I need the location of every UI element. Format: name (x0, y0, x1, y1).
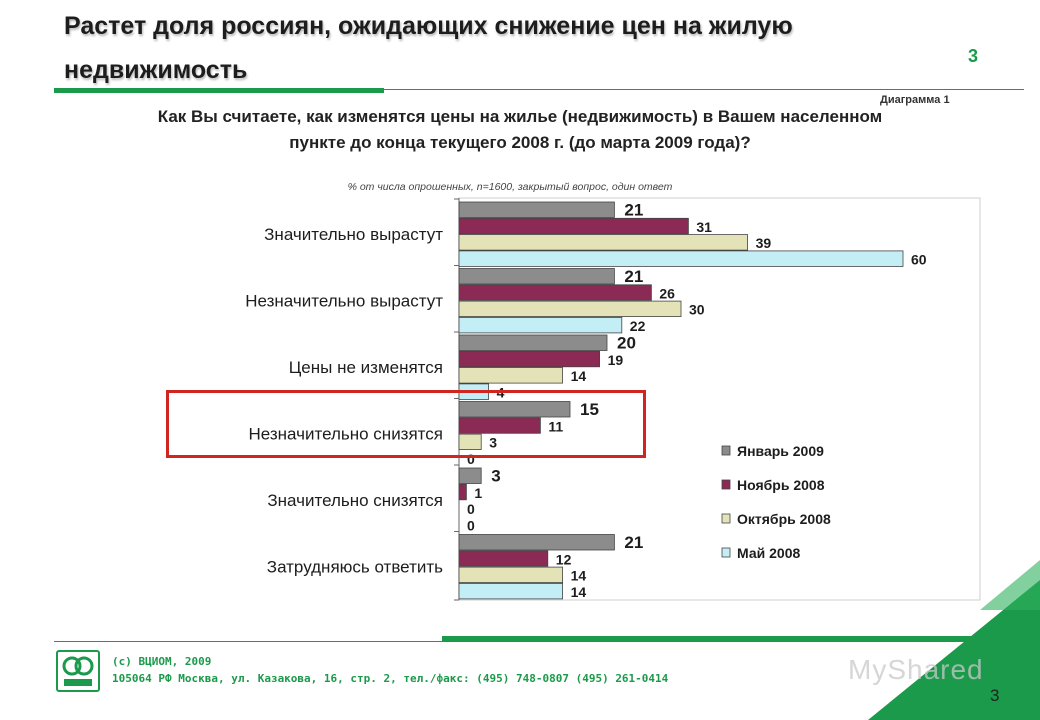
bar (458, 401, 571, 418)
vciom-logo (56, 650, 100, 692)
bar (458, 566, 563, 583)
header-rule-thin (384, 89, 1024, 90)
data-label: 3 (489, 435, 497, 451)
bar (458, 550, 549, 567)
legend-swatch (721, 479, 731, 490)
survey-question: Как Вы считаете, как изменятся цены на ж… (157, 107, 883, 152)
category-label: Значительно вырастут (264, 225, 443, 244)
data-label: 12 (556, 551, 572, 567)
data-label: 30 (689, 302, 705, 318)
page-number-bottom: 3 (990, 686, 1000, 705)
data-label: 14 (571, 568, 587, 584)
page-title: Растет доля россиян, ожидающих снижение … (64, 12, 793, 84)
data-label: 14 (571, 584, 587, 600)
data-label: 0 (467, 451, 475, 467)
footer-rule (54, 641, 442, 642)
bar (458, 201, 615, 218)
footer-copyright: (с) ВЦИОМ, 2009 (112, 655, 212, 668)
data-label: 21 (624, 201, 643, 220)
bar (458, 334, 608, 351)
header-rule (54, 88, 384, 93)
page-number-top: 3 (968, 46, 979, 66)
legend-label: Октябрь 2008 (737, 511, 831, 527)
data-label: 0 (467, 517, 475, 533)
category-label: Цены не изменятся (289, 358, 443, 377)
watermark-text: MyShared (848, 654, 984, 685)
bar (458, 284, 652, 301)
highlight-box (166, 390, 646, 458)
bar (458, 467, 482, 484)
bar (458, 350, 601, 368)
category-label: Затрудняюсь ответить (267, 558, 443, 577)
data-label: 15 (580, 400, 599, 419)
data-label: 1 (474, 485, 482, 501)
bar (458, 483, 467, 501)
legend-swatch (721, 445, 731, 456)
data-label: 60 (911, 251, 927, 267)
bar (458, 433, 482, 451)
bar (458, 316, 623, 334)
diagram-label: Диаграмма 1 (880, 94, 950, 106)
legend-label: Ноябрь 2008 (737, 477, 825, 493)
data-label: 39 (756, 235, 772, 251)
data-label: 11 (548, 418, 563, 434)
bar (458, 300, 682, 318)
data-label: 14 (571, 368, 587, 384)
bar (458, 417, 541, 434)
legend-label: Январь 2009 (737, 443, 824, 459)
footer-rule-thick (442, 636, 984, 642)
data-label: 20 (617, 334, 636, 353)
footer-address: 105064 РФ Москва, ул. Казакова, 16, стр.… (112, 672, 669, 685)
data-label: 21 (624, 267, 643, 286)
data-label: 0 (467, 501, 475, 517)
legend-swatch (721, 513, 731, 524)
bar (458, 268, 615, 285)
data-label: 21 (624, 533, 643, 552)
bar (458, 234, 749, 251)
category-label: Незначительно вырастут (245, 292, 443, 311)
category-label: Незначительно снизятся (249, 425, 444, 444)
bar (458, 583, 563, 600)
data-label: 26 (659, 285, 675, 301)
data-label: 22 (630, 318, 646, 334)
category-label: Значительно снизятся (267, 491, 443, 510)
bar (458, 217, 689, 235)
data-label: 31 (696, 219, 712, 235)
bar (458, 534, 615, 551)
bar (458, 367, 563, 384)
bar (458, 250, 904, 267)
legend-label: Май 2008 (737, 545, 800, 561)
data-label: 3 (491, 467, 500, 486)
survey-note: % от числа опрошенных, n=1600, закрытый … (347, 181, 673, 193)
data-label: 19 (608, 352, 624, 368)
legend-swatch (721, 547, 731, 558)
